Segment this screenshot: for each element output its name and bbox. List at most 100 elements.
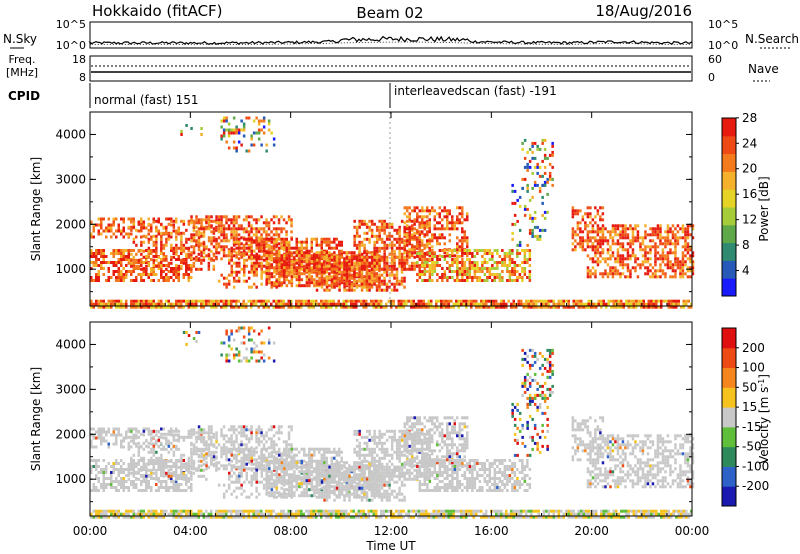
power-cell [636,257,640,261]
power-cell [481,261,484,264]
power-cell [265,269,269,273]
power-cell [220,305,223,309]
velocity-cell [132,509,135,513]
power-cell [230,236,233,240]
power-cell [255,255,258,259]
velocity-cell [270,512,273,516]
power-cell [112,270,115,273]
power-cell [450,305,453,309]
power-cell [252,218,256,222]
power-cell [438,276,442,279]
power-cell [383,231,386,235]
velocity-cell [147,459,150,462]
power-cell [621,254,625,258]
velocity-cell [665,515,668,519]
power-cell [160,302,163,306]
power-cell [255,299,258,303]
power-cell [232,140,236,144]
velocity-cell [652,512,655,516]
power-cell [200,234,203,238]
power-cell [426,230,429,234]
power-cell [490,305,493,309]
power-cell [665,299,668,303]
power-cell [550,299,553,303]
power-cell [476,267,479,270]
power-cell [461,230,464,234]
power-cell [235,242,238,246]
power-cell [165,276,168,279]
velocity-cell [507,512,510,516]
power-cell [433,209,436,213]
power-cell [589,212,592,216]
power-cell [676,266,680,270]
power-cell [355,225,359,229]
velocity-cell [122,480,125,483]
power-cell [466,236,469,240]
power-cell [217,227,221,231]
power-cell [243,258,246,262]
power-cell [210,239,213,243]
power-cell [358,273,361,277]
power-cell [503,252,507,255]
power-cell [565,299,568,303]
power-cell [227,254,231,258]
power-cell [305,281,309,285]
power-cell [368,261,371,265]
power-cell [373,282,376,286]
power-cell [466,218,469,222]
power-cell [313,237,316,241]
power-cell [160,249,163,252]
power-cell [275,243,278,247]
power-cell [165,258,168,262]
power-cell [365,231,369,235]
velocity-cell [512,512,515,516]
power-cell [400,264,404,268]
velocity-cell [650,512,653,516]
velocity-cell [152,477,155,480]
power-cell [486,279,489,282]
power-cell [498,279,502,282]
power-cell [571,233,575,237]
power-cell [95,258,98,261]
velocity-cell [102,459,105,462]
velocity-cell [157,515,160,519]
power-cell [297,299,300,303]
power-cell [456,236,459,240]
power-cell [235,255,238,259]
power-cell [611,254,615,258]
power-cell [172,229,175,233]
velocity-cell [135,512,138,516]
power-cell [145,273,148,276]
power-cell [333,258,336,262]
power-cell [619,263,622,267]
power-cell [225,302,228,306]
power-cell [355,228,359,232]
power-cell [400,302,403,306]
power-cell [403,279,406,283]
power-cell [298,240,301,244]
power-cell [170,255,173,259]
power-cell [591,242,595,246]
power-cell [302,302,305,306]
power-cell [207,239,211,243]
power-cell [476,249,479,252]
power-cell [416,252,419,255]
power-cell [526,249,529,252]
power-cell [175,302,178,306]
power-cell [320,273,324,277]
power-cell [293,266,296,270]
velocity-cell [627,515,630,519]
power-cell [582,302,585,306]
velocity-cell [162,465,165,468]
velocity-cell [120,483,123,486]
velocity-cell [100,512,103,516]
power-cell [373,255,376,259]
velocity-cell [152,512,155,516]
power-cell [230,255,233,259]
power-cell [232,299,235,303]
velocity-cell [305,509,308,513]
velocity-cell [117,509,120,513]
power-cell [97,252,100,255]
power-cell [230,221,233,225]
velocity-cell [485,509,488,513]
